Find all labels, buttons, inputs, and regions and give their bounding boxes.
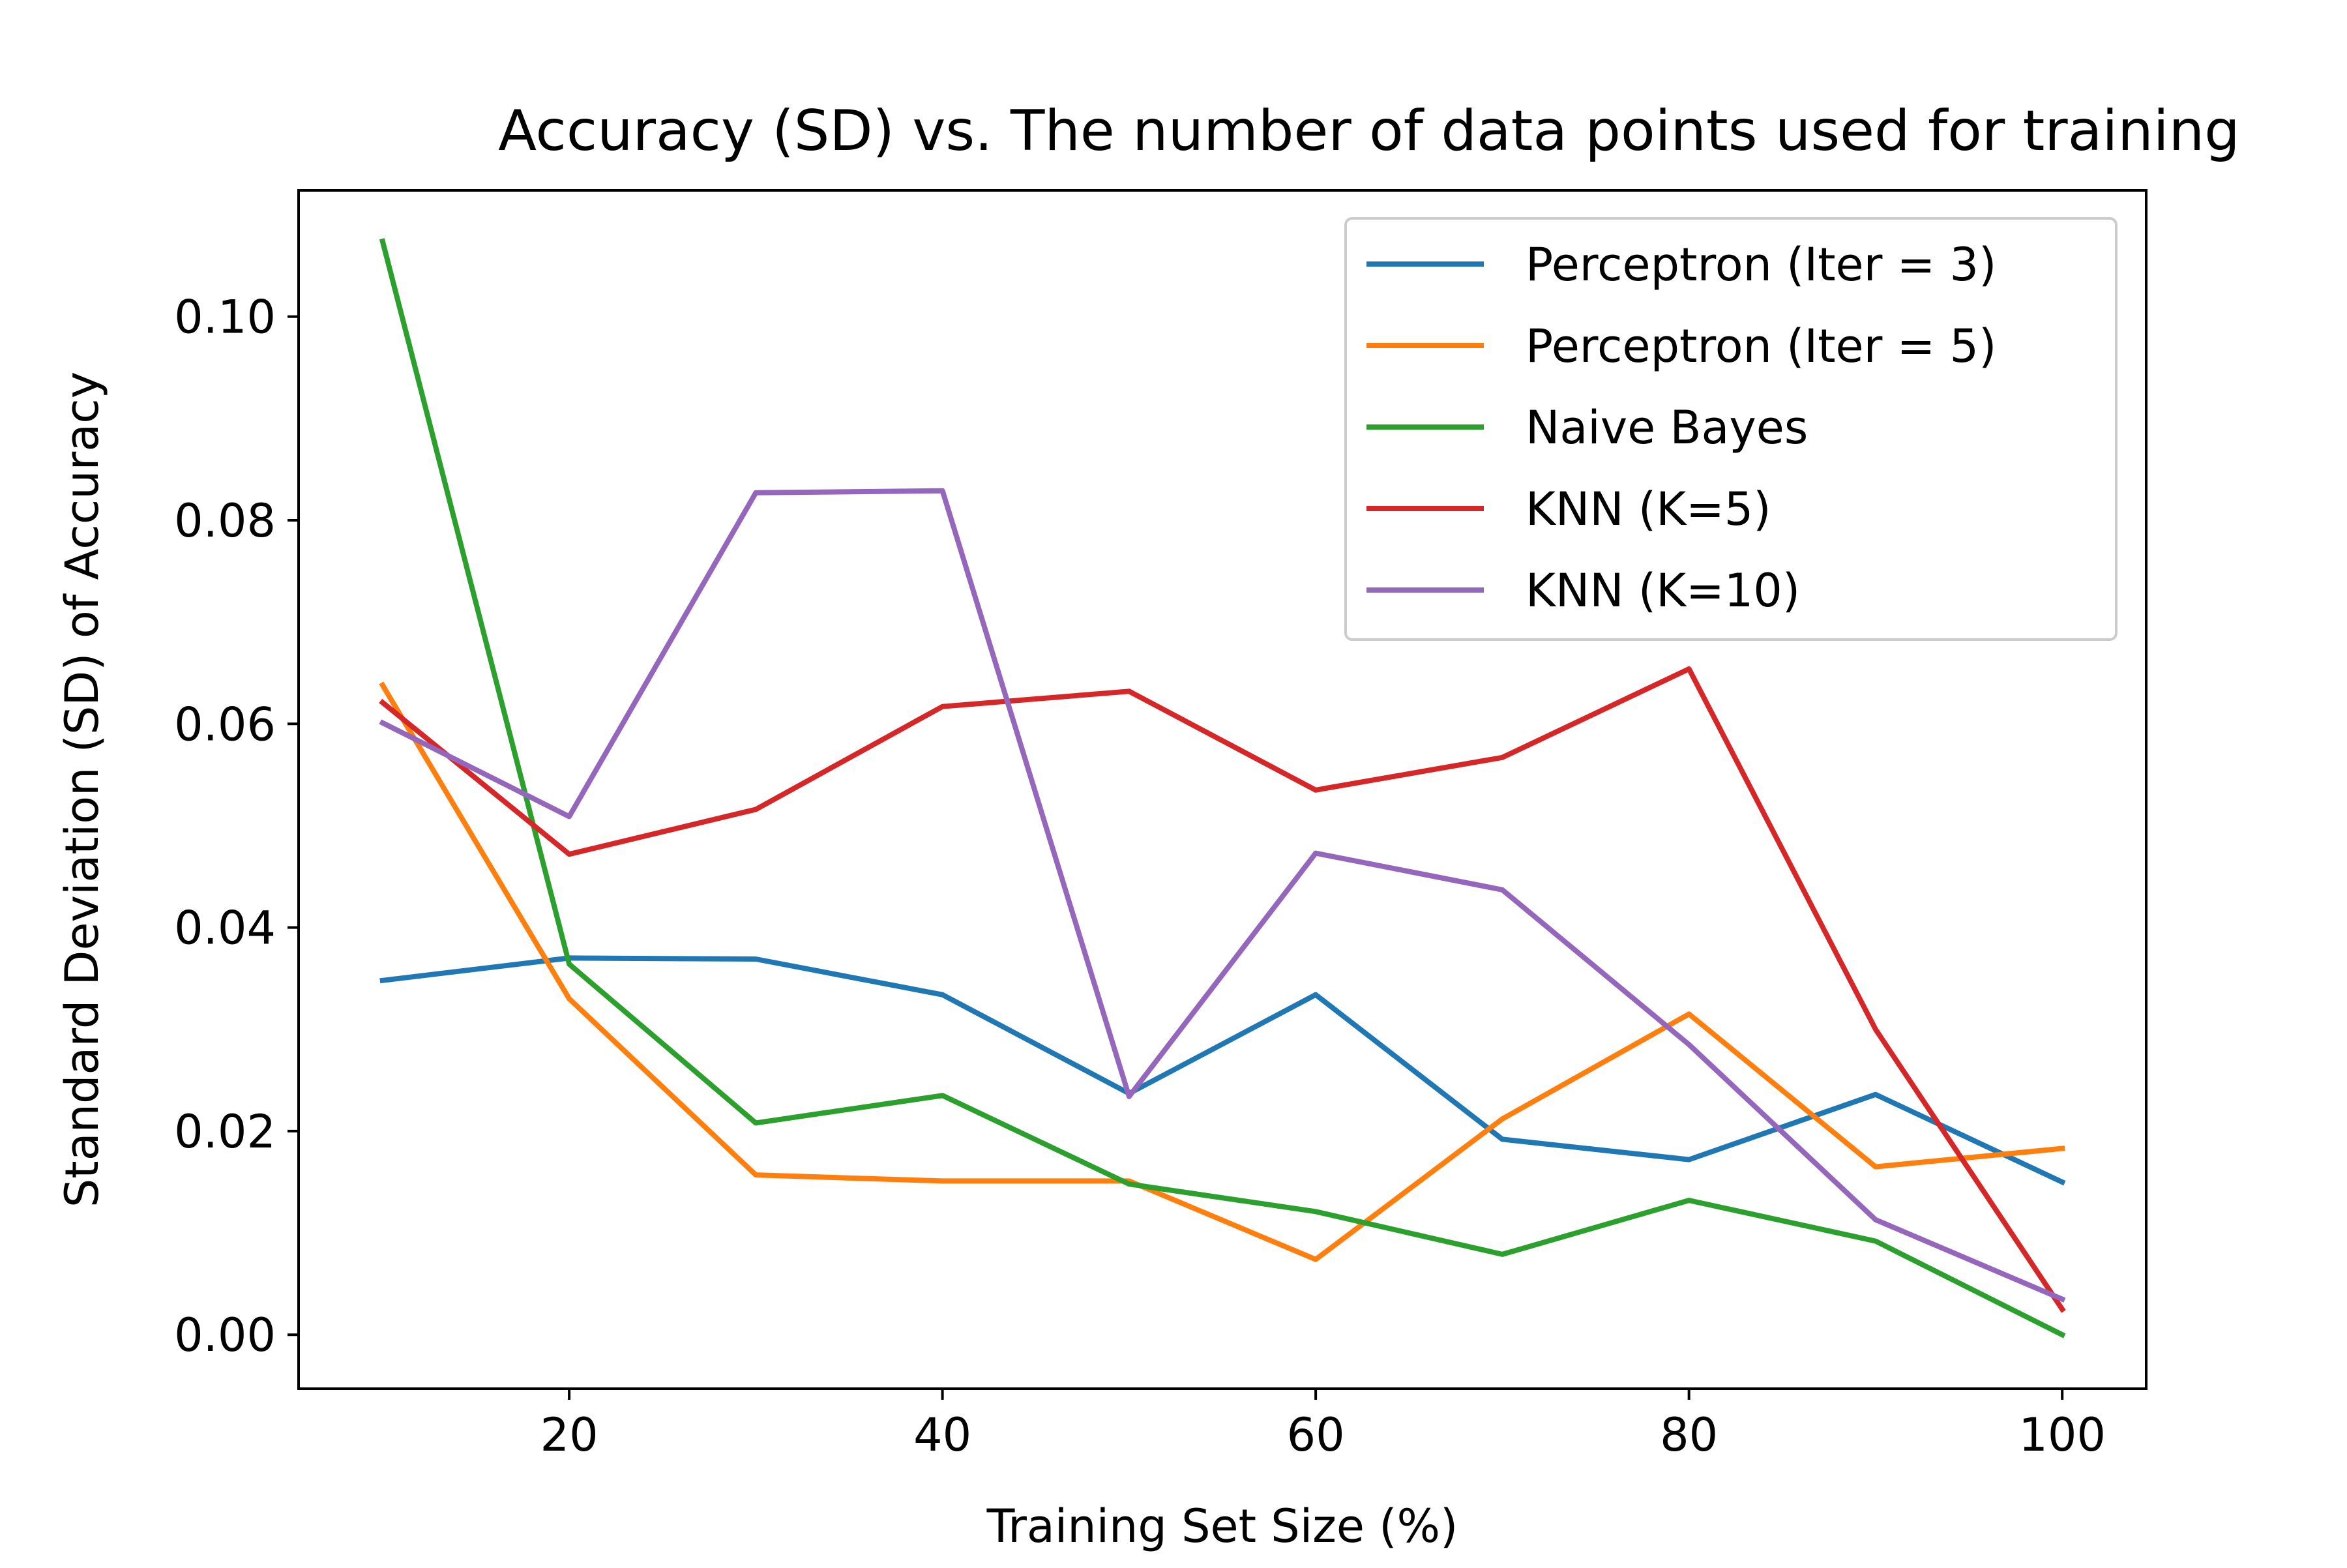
series-line-1 <box>379 955 2066 1186</box>
x-axis-label: Training Set Size (%) <box>986 1500 1458 1553</box>
x-axis-ticks: 20 40 60 80 100 <box>540 1389 2106 1462</box>
legend-label-2: Perceptron (Iter = 5) <box>1526 319 1996 373</box>
legend-label-3: Naive Bayes <box>1526 401 1808 454</box>
y-tick-label: 0.10 <box>174 291 276 344</box>
legend-label-5: KNN (K=10) <box>1526 564 1800 617</box>
series-line-2 <box>379 681 2065 1262</box>
x-tick-label: 20 <box>540 1408 598 1462</box>
series-line-5 <box>379 488 2066 1303</box>
y-tick-label: 0.08 <box>174 494 276 548</box>
x-tick-label: 40 <box>913 1408 971 1462</box>
y-axis-ticks: 0.00 0.02 0.04 0.06 0.08 0.10 <box>174 291 299 1362</box>
legend-box <box>1344 217 2118 641</box>
y-tick-label: 0.06 <box>174 698 276 751</box>
plot-area-frame <box>297 189 2148 1390</box>
y-tick-label: 0.04 <box>174 902 276 955</box>
y-tick-label: 0.02 <box>174 1105 276 1159</box>
legend-items: Perceptron (Iter = 3) Perceptron (Iter = … <box>1366 238 1996 617</box>
series-line-3 <box>379 238 2066 1339</box>
series-layer <box>379 238 2066 1339</box>
y-tick-label: 0.00 <box>174 1309 276 1362</box>
x-tick-label: 60 <box>1287 1408 1345 1462</box>
series-line-4 <box>379 666 2066 1313</box>
y-axis-label: Standard Deviation (SD) of Accuracy <box>55 372 109 1207</box>
legend: Perceptron (Iter = 3) Perceptron (Iter = … <box>1344 217 2118 641</box>
legend-label-1: Perceptron (Iter = 3) <box>1526 238 1996 291</box>
chart-title: Accuracy (SD) vs. The number of data poi… <box>498 98 2240 164</box>
legend-label-4: KNN (K=5) <box>1526 482 1771 536</box>
x-tick-label: 100 <box>2018 1408 2106 1462</box>
x-tick-label: 80 <box>1660 1408 1718 1462</box>
